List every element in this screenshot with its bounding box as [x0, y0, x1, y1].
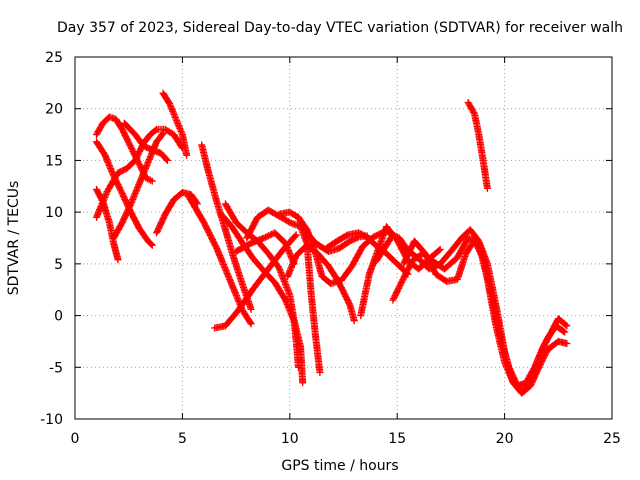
series-13-markers — [243, 206, 324, 377]
series-7 — [159, 89, 191, 159]
y-tick-label: -5 — [49, 360, 63, 376]
series-12-markers — [221, 200, 303, 371]
series-2 — [92, 125, 187, 221]
series-4-markers — [110, 129, 167, 242]
series-12 — [221, 200, 303, 371]
y-tick-label: 10 — [45, 205, 63, 221]
series-23-markers — [464, 98, 492, 193]
y-tick-label: 20 — [45, 102, 63, 118]
x-tick-label: 15 — [388, 431, 406, 447]
data-marks — [92, 89, 571, 397]
y-tick-label: 0 — [54, 309, 63, 325]
y-tick-label: 15 — [45, 153, 63, 169]
x-axis-label: GPS time / hours — [281, 458, 398, 474]
x-tick-label: 0 — [71, 431, 80, 447]
series-8-markers — [185, 192, 255, 328]
series-14 — [232, 229, 298, 268]
series-3-markers — [92, 138, 156, 249]
series-13 — [243, 206, 324, 377]
plot-frame — [74, 56, 613, 420]
series-7-markers — [159, 89, 191, 159]
series-23 — [464, 98, 492, 193]
y-tick-label: 5 — [54, 257, 63, 273]
series-5-markers — [120, 119, 172, 165]
y-axis-label: SDTVAR / TECUs — [6, 181, 22, 296]
series-6 — [152, 188, 202, 237]
x-tick-label: 25 — [603, 431, 621, 447]
series-22-markers — [399, 236, 571, 390]
series-6-markers — [152, 188, 202, 237]
y-tick-label: 25 — [45, 50, 63, 66]
series-14-markers — [232, 229, 298, 268]
x-tick-label: 5 — [178, 431, 187, 447]
series-5 — [120, 119, 172, 165]
chart-title: Day 357 of 2023, Sidereal Day-to-day VTE… — [57, 20, 623, 36]
x-tick-label: 10 — [281, 431, 299, 447]
series-8 — [185, 192, 255, 328]
series-2-markers — [92, 125, 187, 221]
tick-labels: 0 5 10 15 20 25 -10 -5 0 5 10 15 20 25 — [40, 50, 621, 447]
y-tick-label: -10 — [40, 412, 63, 428]
series-22 — [399, 236, 571, 390]
series-3 — [92, 138, 156, 249]
series-4 — [110, 129, 167, 242]
x-tick-label: 20 — [496, 431, 514, 447]
